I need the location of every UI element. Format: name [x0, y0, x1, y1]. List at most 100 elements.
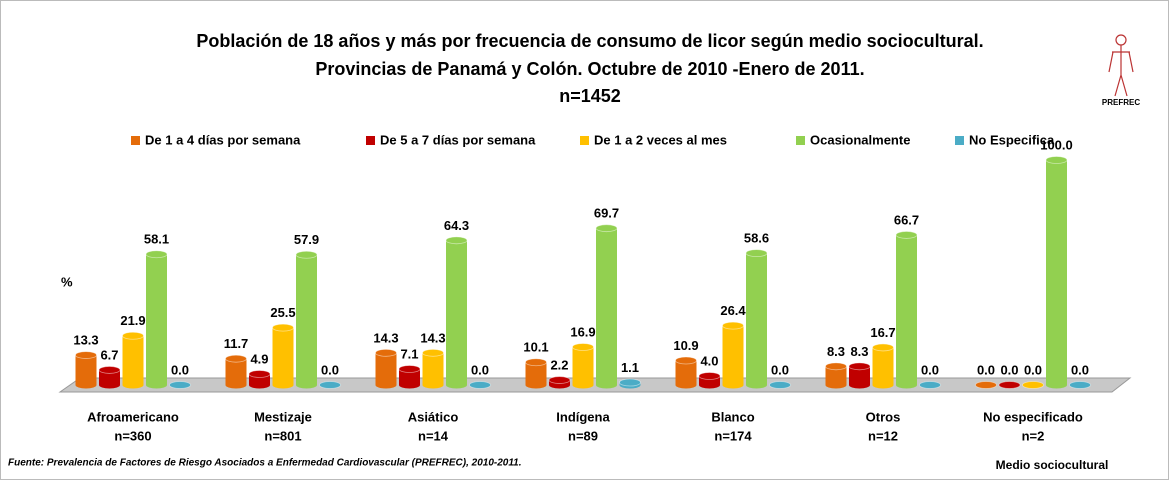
x-axis-label: Medio sociocultural	[996, 458, 1109, 472]
bar	[1046, 160, 1067, 385]
bar-top	[375, 348, 397, 357]
value-label: 21.9	[120, 313, 145, 328]
value-label: 0.0	[921, 362, 939, 377]
bar-top	[1045, 156, 1068, 164]
bar-top	[169, 381, 191, 389]
value-label: 0.0	[321, 362, 339, 377]
legend-swatch	[131, 136, 140, 145]
bar	[675, 360, 697, 385]
bar	[399, 369, 420, 385]
value-label: 69.7	[594, 206, 619, 221]
bar	[225, 358, 247, 385]
x-tick-label: n=2	[1022, 428, 1045, 443]
value-label: 64.3	[444, 218, 469, 233]
bar-top	[445, 236, 468, 245]
x-tick-label: n=14	[418, 428, 449, 443]
bar-top	[698, 372, 721, 380]
bar-top	[825, 362, 847, 371]
value-label: 0.0	[1024, 362, 1042, 377]
x-tick-label: Indígena	[556, 409, 610, 424]
x-tick-label: Otros	[866, 409, 901, 424]
legend-label: De 1 a 2 veces al mes	[594, 132, 727, 147]
bar-top	[469, 381, 491, 389]
x-tick-label: n=89	[568, 428, 598, 443]
bar-top	[548, 376, 571, 384]
bar-top	[848, 362, 871, 371]
x-tick-label: No especificado	[983, 409, 1083, 424]
legend-swatch	[796, 136, 805, 145]
bar-top	[525, 358, 547, 367]
bar-top	[295, 250, 318, 259]
bar	[872, 347, 894, 385]
value-label: 25.5	[270, 305, 295, 320]
x-tick-label: n=801	[264, 428, 301, 443]
bar-top	[595, 224, 618, 233]
bar	[296, 254, 317, 385]
value-label: 14.3	[420, 330, 445, 345]
bar-top	[98, 366, 121, 374]
bar-top	[1022, 381, 1044, 389]
bar-top	[319, 381, 341, 389]
bar-top	[872, 343, 894, 352]
value-label: 58.1	[144, 232, 169, 247]
value-label: 8.3	[850, 344, 868, 359]
chart-sample: n=1452	[559, 86, 621, 106]
bar	[446, 240, 467, 385]
x-tick-label: Afroamericano	[87, 409, 179, 424]
bar-top	[145, 250, 168, 259]
bar-top	[272, 323, 294, 332]
bar-top	[75, 351, 97, 359]
bar	[146, 254, 167, 385]
bar-top	[769, 381, 791, 389]
bar	[572, 346, 594, 385]
value-label: 4.9	[250, 351, 268, 366]
bar-top	[998, 381, 1021, 389]
bar-top	[619, 378, 641, 387]
legend-label: Ocasionalmente	[810, 132, 910, 147]
value-label: 4.0	[700, 353, 718, 368]
bar-top	[895, 231, 918, 239]
bar	[825, 366, 847, 385]
value-label: 100.0	[1040, 137, 1073, 152]
bar	[699, 376, 720, 385]
bar	[99, 369, 120, 385]
value-label: 10.1	[523, 340, 548, 355]
legend-swatch	[580, 136, 589, 145]
bar	[249, 373, 270, 385]
chart-subtitle: Provincias de Panamá y Colón. Octubre de…	[315, 59, 864, 79]
value-label: 1.1	[621, 360, 639, 375]
bar-top	[572, 343, 594, 351]
x-tick-label: Asiático	[408, 409, 459, 424]
value-label: 0.0	[171, 362, 189, 377]
bar	[525, 362, 547, 385]
bar-top	[745, 249, 768, 258]
value-label: 16.9	[570, 324, 595, 339]
value-label: 57.9	[294, 232, 319, 247]
value-label: 0.0	[1000, 362, 1018, 377]
value-label: 7.1	[400, 346, 418, 361]
legend-label: De 1 a 4 días por semana	[145, 132, 301, 147]
value-label: 0.0	[977, 362, 995, 377]
bar	[375, 352, 397, 385]
value-label: 6.7	[100, 347, 118, 362]
bar-top	[975, 381, 997, 389]
logo: PREFREC	[1102, 34, 1140, 107]
logo-text: PREFREC	[1102, 98, 1140, 107]
bar	[422, 352, 444, 385]
bar-top	[675, 356, 697, 365]
value-label: 8.3	[827, 344, 845, 359]
value-label: 10.9	[673, 338, 698, 353]
value-label: 26.4	[720, 303, 746, 318]
value-label: 16.7	[870, 325, 895, 340]
bar	[122, 335, 144, 385]
bar-top	[122, 331, 144, 340]
legend-swatch	[955, 136, 964, 145]
bar	[896, 234, 917, 385]
bar-top	[722, 321, 744, 330]
bar-top	[422, 348, 444, 357]
value-label: 2.2	[550, 357, 568, 372]
source-note: Fuente: Prevalencia de Factores de Riesg…	[8, 458, 522, 469]
chart-title: Población de 18 años y más por frecuenci…	[196, 31, 983, 51]
